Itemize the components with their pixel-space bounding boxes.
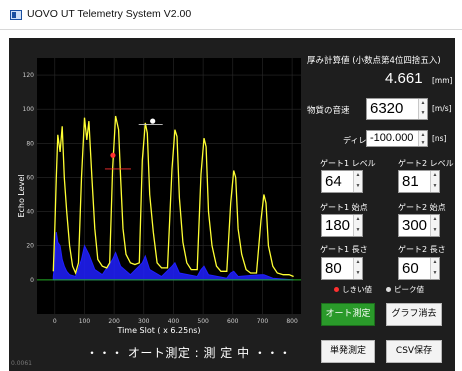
- x-tick-label: 400: [168, 318, 180, 325]
- series-yellow-line: [52, 115, 294, 278]
- spin-down-icon[interactable]: ▼: [432, 269, 438, 276]
- gate2-level-spinbox[interactable]: 81 ▲ ▼: [398, 170, 440, 193]
- x-axis-label: Time Slot ( x 6.25ns): [116, 326, 200, 334]
- measurement-status: ・・・ オート測定 : 測 定 中 ・・・: [86, 346, 292, 360]
- save-csv-button[interactable]: CSV保存: [386, 340, 442, 363]
- y-tick-label: 20: [26, 243, 34, 250]
- delay-label: ディレイ: [343, 136, 375, 145]
- threshold-marker: [110, 152, 116, 158]
- spin-down-icon[interactable]: ▼: [355, 269, 361, 276]
- gate2-start-label: ゲート2 始点: [398, 203, 446, 212]
- gate1-length-spinbox[interactable]: 80 ▲ ▼: [321, 257, 363, 280]
- spin-up-icon[interactable]: ▲: [420, 100, 426, 106]
- spin-up-icon[interactable]: ▲: [432, 259, 438, 265]
- x-tick-label: 100: [79, 318, 91, 325]
- y-tick-label: 80: [26, 140, 34, 147]
- delay-unit: [ns]: [432, 134, 447, 143]
- delay-value: -100.000: [370, 132, 414, 144]
- x-tick-label: 700: [257, 318, 269, 325]
- app-icon: [10, 10, 22, 20]
- sound-speed-label: 物質の音速: [307, 106, 350, 116]
- peak-dot-icon: [386, 287, 391, 292]
- spin-down-icon[interactable]: ▼: [432, 182, 438, 189]
- thickness-title: 厚み計算値 (小数点第4位四捨五入): [307, 56, 441, 66]
- gate1-level-label: ゲート1 レベル: [320, 159, 376, 168]
- gate2-length-label: ゲート2 長さ: [398, 245, 446, 254]
- gate2-level-value: 81: [402, 173, 419, 190]
- x-tick-label: 200: [108, 318, 120, 325]
- gate1-length-label: ゲート1 長さ: [320, 245, 368, 254]
- y-tick-label: 100: [23, 106, 35, 113]
- clear-graph-button[interactable]: グラフ消去: [386, 303, 442, 326]
- spin-down-icon[interactable]: ▼: [355, 182, 361, 189]
- window-title: UOVO UT Telemetry System V2.00: [27, 8, 192, 20]
- gate1-start-value: 180: [325, 217, 351, 234]
- spin-up-icon[interactable]: ▲: [355, 259, 361, 265]
- spin-down-icon[interactable]: ▼: [420, 110, 426, 116]
- y-axis-label: Echo Level: [17, 174, 26, 217]
- gate1-start-spinbox[interactable]: 180 ▲ ▼: [321, 214, 363, 237]
- x-tick-label: 500: [197, 318, 209, 325]
- spin-up-icon[interactable]: ▲: [432, 216, 438, 222]
- corner-value: 0.0061: [11, 360, 32, 367]
- echo-chart-svg: 0 100 200 300 400 500 600 700 800 0 20 40 60 80 100 120…: [17, 58, 301, 334]
- series-blue-area: [52, 232, 294, 281]
- gate1-level-value: 64: [325, 173, 342, 190]
- spin-up-icon[interactable]: ▲: [355, 216, 361, 222]
- spin-up-icon[interactable]: ▲: [355, 172, 361, 178]
- echo-chart: 0 100 200 300 400 500 600 700 800 0 20 40 60 80 100 120…: [17, 48, 305, 334]
- spin-up-icon[interactable]: ▲: [432, 172, 438, 178]
- title-bar: UOVO UT Telemetry System V2.00: [0, 0, 462, 30]
- sound-speed-spinbox[interactable]: 6320 ▲ ▼: [366, 98, 428, 120]
- y-tick-label: 120: [23, 72, 35, 79]
- sound-speed-value: 6320: [370, 100, 404, 117]
- gate2-length-spinbox[interactable]: 60 ▲ ▼: [398, 257, 440, 280]
- gate2-length-value: 60: [402, 260, 419, 277]
- gate1-level-spinbox[interactable]: 64 ▲ ▼: [321, 170, 363, 193]
- threshold-legend-label: しきい値: [342, 285, 372, 294]
- sound-speed-unit: [m/s]: [432, 104, 452, 113]
- threshold-dot-icon: [334, 287, 339, 292]
- peak-legend-label: ピーク値: [394, 285, 424, 294]
- gate2-start-value: 300: [402, 217, 428, 234]
- thickness-value: 4.661: [385, 70, 423, 87]
- gate1-length-value: 80: [325, 260, 342, 277]
- auto-measure-button[interactable]: オート測定: [321, 303, 375, 326]
- x-tick-label: 800: [286, 318, 298, 325]
- x-tick-label: 300: [138, 318, 150, 325]
- x-tick-label: 0: [53, 318, 57, 325]
- y-tick-label: 40: [26, 209, 34, 216]
- gate2-level-label: ゲート2 レベル: [398, 159, 454, 168]
- y-tick-label: 60: [26, 174, 34, 181]
- spin-down-icon[interactable]: ▼: [355, 226, 361, 233]
- single-measure-button[interactable]: 単発測定: [321, 340, 375, 363]
- y-tick-label: 0: [30, 277, 34, 284]
- x-tick-label: 600: [227, 318, 239, 325]
- delay-spinbox[interactable]: -100.000 ▲ ▼: [366, 130, 428, 147]
- spin-down-icon[interactable]: ▼: [420, 139, 426, 146]
- gate2-start-spinbox[interactable]: 300 ▲ ▼: [398, 214, 440, 237]
- peak-marker: [150, 118, 156, 124]
- gate1-start-label: ゲート1 始点: [320, 203, 368, 212]
- spin-up-icon[interactable]: ▲: [420, 132, 426, 138]
- thickness-unit: [mm]: [432, 76, 453, 85]
- spin-down-icon[interactable]: ▼: [432, 226, 438, 233]
